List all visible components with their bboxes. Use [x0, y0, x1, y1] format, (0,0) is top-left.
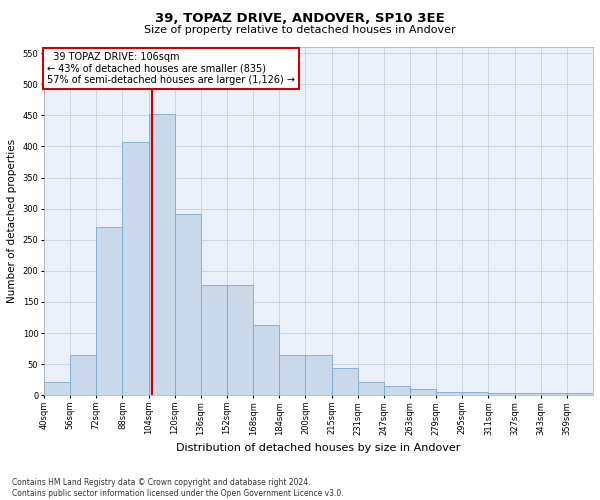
Bar — [384, 386, 410, 396]
X-axis label: Distribution of detached houses by size in Andover: Distribution of detached houses by size … — [176, 443, 461, 453]
Bar — [149, 114, 175, 396]
Bar — [436, 392, 463, 396]
Bar — [70, 355, 96, 396]
Bar — [44, 382, 70, 396]
Bar — [567, 394, 593, 396]
Bar — [488, 393, 515, 396]
Bar — [122, 142, 149, 396]
Text: 39 TOPAZ DRIVE: 106sqm
← 43% of detached houses are smaller (835)
57% of semi-de: 39 TOPAZ DRIVE: 106sqm ← 43% of detached… — [47, 52, 295, 86]
Bar — [332, 368, 358, 396]
Bar — [541, 394, 567, 396]
Text: Contains HM Land Registry data © Crown copyright and database right 2024.
Contai: Contains HM Land Registry data © Crown c… — [12, 478, 344, 498]
Bar — [227, 284, 253, 396]
Text: 39, TOPAZ DRIVE, ANDOVER, SP10 3EE: 39, TOPAZ DRIVE, ANDOVER, SP10 3EE — [155, 12, 445, 26]
Bar — [358, 382, 384, 396]
Y-axis label: Number of detached properties: Number of detached properties — [7, 139, 17, 303]
Bar — [305, 355, 332, 396]
Bar — [175, 214, 201, 396]
Bar — [279, 355, 305, 396]
Bar — [253, 325, 279, 396]
Text: Size of property relative to detached houses in Andover: Size of property relative to detached ho… — [144, 25, 456, 35]
Bar — [463, 392, 488, 396]
Bar — [96, 228, 122, 396]
Bar — [410, 389, 436, 396]
Bar — [515, 393, 541, 396]
Bar — [201, 284, 227, 396]
